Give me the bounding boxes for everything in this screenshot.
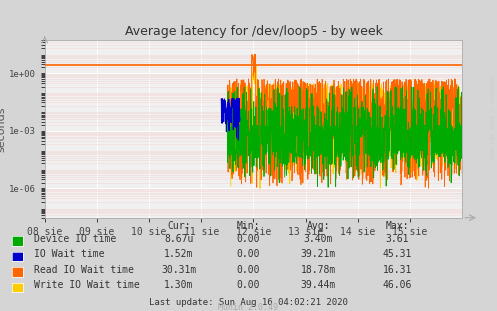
Text: 1.30m: 1.30m: [164, 280, 194, 290]
Text: 3.61: 3.61: [386, 234, 410, 244]
Text: 16.31: 16.31: [383, 265, 413, 275]
Text: 0.00: 0.00: [237, 234, 260, 244]
Text: 3.40m: 3.40m: [303, 234, 333, 244]
Text: Min:: Min:: [237, 220, 260, 230]
Text: 0.00: 0.00: [237, 280, 260, 290]
Text: 0.00: 0.00: [237, 265, 260, 275]
Text: 45.31: 45.31: [383, 249, 413, 259]
Text: Write IO Wait time: Write IO Wait time: [34, 280, 140, 290]
Text: Read IO Wait time: Read IO Wait time: [34, 265, 134, 275]
Text: 39.21m: 39.21m: [301, 249, 335, 259]
Y-axis label: seconds: seconds: [0, 106, 6, 152]
Text: 46.06: 46.06: [383, 280, 413, 290]
Text: 1.52m: 1.52m: [164, 249, 194, 259]
Text: RRDTOOL / TOBI OETIKER: RRDTOOL / TOBI OETIKER: [488, 77, 493, 160]
Text: Avg:: Avg:: [306, 220, 330, 230]
Title: Average latency for /dev/loop5 - by week: Average latency for /dev/loop5 - by week: [125, 25, 382, 38]
Text: Max:: Max:: [386, 220, 410, 230]
Text: 39.44m: 39.44m: [301, 280, 335, 290]
Text: 0.00: 0.00: [237, 249, 260, 259]
Text: 30.31m: 30.31m: [162, 265, 196, 275]
Text: IO Wait time: IO Wait time: [34, 249, 104, 259]
Text: Cur:: Cur:: [167, 220, 191, 230]
Text: 8.67u: 8.67u: [164, 234, 194, 244]
Text: 18.78m: 18.78m: [301, 265, 335, 275]
Text: Device IO time: Device IO time: [34, 234, 116, 244]
Text: Last update: Sun Aug 16 04:02:21 2020: Last update: Sun Aug 16 04:02:21 2020: [149, 298, 348, 307]
Text: Munin 2.0.49: Munin 2.0.49: [219, 303, 278, 311]
